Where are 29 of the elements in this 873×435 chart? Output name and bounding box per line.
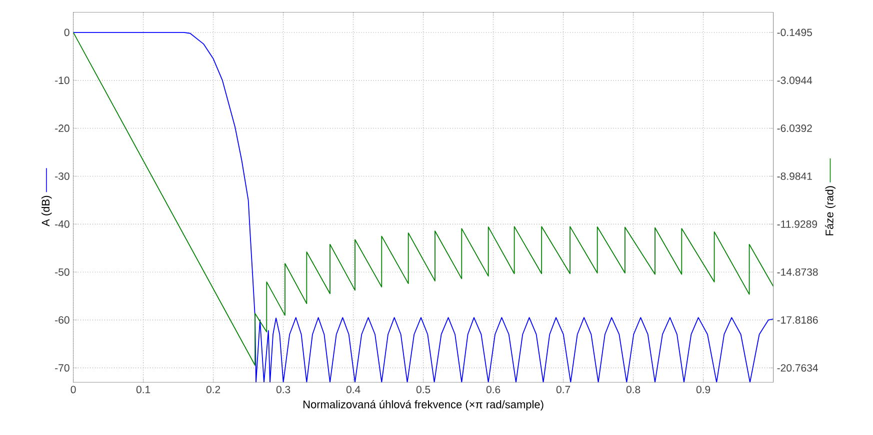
y2-axis-title: Fáze (rad): [825, 186, 836, 236]
y-tick-label: -70: [55, 364, 70, 372]
x-axis-title: Normalizovaná úhlová frekvence (×π rad/sample): [303, 400, 544, 410]
y-tick-label: -30: [55, 172, 70, 180]
y-tick-label: -20: [55, 124, 70, 132]
x-tick-label: 0.6: [486, 386, 500, 394]
y2-tick-label: -0.1495: [777, 28, 812, 36]
x-tick-label: 0.8: [626, 386, 640, 394]
y-tick-label: 0: [64, 28, 70, 36]
y2-tick-label: -11.9289: [777, 220, 817, 228]
y2-tick-label: -8.9841: [777, 172, 812, 180]
y2-tick-label: -17.8186: [777, 316, 818, 324]
y2-tick-label: -3.0944: [777, 76, 812, 84]
x-tick-label: 0.4: [346, 386, 360, 394]
x-tick-label: 0.7: [556, 386, 570, 394]
x-tick-label: 0.2: [206, 386, 220, 394]
y-tick-label: -40: [55, 220, 70, 228]
x-tick-label: 0.1: [136, 386, 150, 394]
y-axis-title: A (dB): [41, 196, 52, 226]
x-tick-label: 0.3: [276, 386, 290, 394]
y-tick-label: -10: [55, 76, 70, 84]
y2-tick-label: -14.8738: [777, 268, 818, 276]
y-tick-label: -50: [55, 268, 70, 276]
x-tick-label: 0.9: [696, 386, 710, 394]
x-tick-label: 0.5: [416, 386, 430, 394]
y2-tick-label: -6.0392: [777, 124, 812, 132]
y-tick-label: -60: [55, 316, 70, 324]
x-tick-label: 0: [70, 386, 76, 394]
y2-tick-label: -20.7634: [777, 364, 818, 372]
